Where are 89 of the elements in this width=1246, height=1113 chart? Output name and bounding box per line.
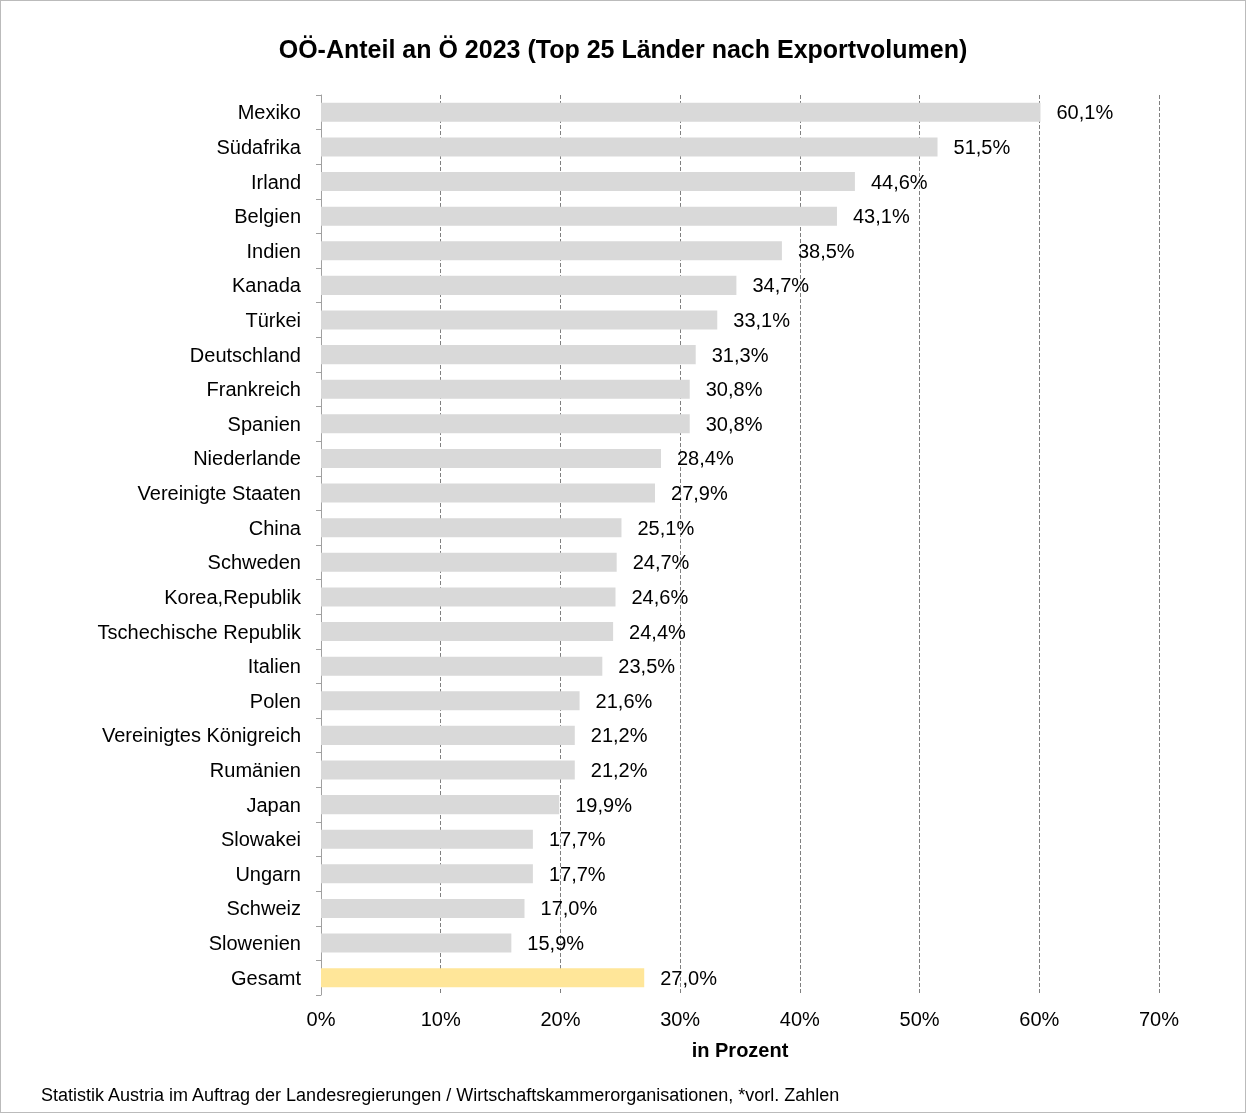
data-label: 17,0%	[540, 897, 598, 920]
bar	[321, 345, 696, 365]
y-tick-label: Deutschland	[189, 343, 301, 366]
data-label: 34,7%	[752, 274, 810, 297]
y-tick-label: Vereinigte Staaten	[137, 482, 301, 505]
data-label: 21,2%	[590, 724, 648, 747]
data-label: 38,5%	[797, 239, 855, 262]
x-tick-label: 40%	[779, 1008, 821, 1030]
y-tick-label: Vereinigtes Königreich	[101, 724, 301, 747]
bar	[321, 172, 855, 192]
data-label: 60,1%	[1056, 101, 1114, 124]
y-tick-label: Schweiz	[226, 897, 301, 920]
data-label: 17,7%	[548, 828, 606, 851]
data-label: 28,4%	[676, 447, 734, 470]
y-tick-label: Kanada	[232, 274, 302, 297]
y-tick-label: Rumänien	[209, 759, 301, 781]
data-label: 44,6%	[870, 170, 928, 193]
y-tick-label: Niederlande	[193, 447, 301, 470]
bar	[321, 968, 645, 988]
bar	[321, 448, 661, 468]
data-label: 21,6%	[595, 689, 653, 712]
y-tick-label: Spanien	[227, 412, 301, 435]
y-tick-label: Indien	[246, 239, 301, 262]
y-tick-label: Irland	[250, 170, 301, 193]
x-tick-label: 10%	[420, 1008, 461, 1030]
bar	[321, 379, 690, 399]
bar	[321, 725, 575, 745]
y-tick-label: Italien	[247, 655, 301, 678]
y-tick-label: Türkei	[245, 309, 301, 331]
bar	[321, 829, 533, 849]
data-label: 24,7%	[632, 551, 690, 574]
bar	[321, 518, 622, 538]
data-label: 27,9%	[671, 482, 728, 505]
bar	[321, 241, 782, 261]
y-tick-label: Belgien	[234, 205, 301, 228]
bar	[321, 102, 1041, 122]
data-label: 15,9%	[527, 932, 585, 955]
data-label: 24,4%	[629, 620, 687, 643]
bar	[321, 898, 525, 918]
bar	[321, 691, 580, 711]
y-tick-label: Polen	[249, 689, 301, 712]
x-tick-label: 0%	[306, 1008, 336, 1030]
y-tick-label: Japan	[246, 793, 301, 816]
text: Statistik Austria im Auftrag der Landesregierungen / Wirtschaftskammerorganisationen, *vorl. Zahlen	[41, 1085, 840, 1105]
bar	[321, 310, 718, 330]
bar	[321, 795, 560, 815]
data-label: 30,8%	[705, 378, 763, 401]
x-tick-label: 30%	[660, 1008, 701, 1030]
bar	[321, 760, 575, 780]
bar	[321, 206, 837, 226]
data-label: 43,1%	[852, 205, 910, 228]
bar	[321, 933, 512, 953]
y-tick-label: Mexiko	[237, 101, 301, 124]
x-tick-label: 60%	[1019, 1008, 1060, 1030]
data-label: 17,7%	[548, 862, 606, 885]
bar	[321, 622, 614, 642]
bar	[321, 275, 737, 295]
bar	[321, 483, 655, 503]
data-label: 21,2%	[590, 759, 648, 781]
data-label: 33,1%	[733, 309, 791, 331]
y-tick-label: Südafrika	[216, 135, 302, 158]
data-label: 31,3%	[711, 343, 769, 366]
bar	[321, 137, 938, 157]
bar	[321, 587, 616, 607]
y-tick-label: Tschechische Republik	[97, 620, 302, 643]
data-label: 19,9%	[575, 793, 633, 816]
bar	[321, 864, 533, 884]
y-tick-label: Slowakei	[220, 828, 301, 851]
bar	[321, 414, 690, 434]
x-tick-label: 20%	[540, 1008, 581, 1030]
x-tick-label: 70%	[1138, 1008, 1180, 1030]
y-tick-label: China	[248, 516, 302, 539]
bar	[321, 656, 603, 676]
y-tick-label: Korea,Republik	[164, 585, 302, 608]
data-label: 23,5%	[618, 655, 676, 678]
chart-title: OÖ-Anteil an Ö 2023 (Top 25 Länder nach Exportvolumen)	[278, 34, 968, 63]
y-tick-label: Schweden	[207, 551, 301, 574]
y-tick-label: Frankreich	[206, 378, 301, 401]
data-label: 24,6%	[631, 585, 689, 608]
data-label: 27,0%	[660, 966, 718, 989]
y-tick-label: Slowenien	[208, 932, 301, 955]
y-tick-label: Gesamt	[230, 966, 302, 989]
x-axis-title: in Prozent	[691, 1039, 789, 1061]
bar	[321, 552, 617, 572]
data-label: 25,1%	[637, 516, 695, 539]
y-tick-label: Ungarn	[235, 862, 301, 885]
data-label: 51,5%	[953, 135, 1011, 158]
x-tick-label: 50%	[899, 1008, 940, 1030]
data-label: 30,8%	[705, 412, 763, 435]
